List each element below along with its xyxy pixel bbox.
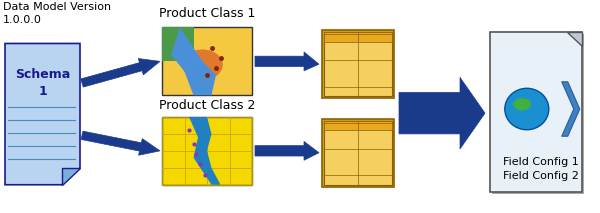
Polygon shape: [399, 77, 485, 149]
Polygon shape: [81, 131, 160, 155]
Bar: [162, 27, 252, 95]
Ellipse shape: [182, 49, 223, 80]
Polygon shape: [62, 168, 80, 185]
Bar: [324, 121, 392, 130]
Text: Product Class 2: Product Class 2: [159, 99, 255, 112]
Polygon shape: [255, 141, 319, 160]
Bar: [322, 30, 394, 98]
Text: Schema
1: Schema 1: [15, 68, 70, 98]
Polygon shape: [5, 43, 80, 185]
Bar: [490, 32, 582, 192]
Polygon shape: [81, 59, 160, 87]
Polygon shape: [162, 27, 193, 61]
Text: Field
Config 1: Field Config 1: [329, 50, 387, 79]
Polygon shape: [171, 27, 216, 95]
Bar: [492, 34, 584, 194]
Polygon shape: [562, 82, 580, 136]
Bar: [162, 117, 252, 185]
Bar: [322, 119, 394, 187]
Text: Field Config 1
Field Config 2: Field Config 1 Field Config 2: [503, 157, 579, 181]
Bar: [324, 32, 392, 96]
Bar: [324, 32, 392, 42]
Text: Product Class 1: Product Class 1: [159, 7, 255, 20]
Ellipse shape: [513, 98, 531, 110]
Polygon shape: [567, 32, 582, 46]
Text: Field
Config 2: Field Config 2: [329, 138, 387, 167]
Circle shape: [505, 88, 549, 130]
Bar: [324, 121, 392, 185]
Polygon shape: [255, 52, 319, 71]
Text: Data Model Version
1.0.0.0: Data Model Version 1.0.0.0: [3, 2, 111, 25]
Polygon shape: [189, 117, 221, 185]
